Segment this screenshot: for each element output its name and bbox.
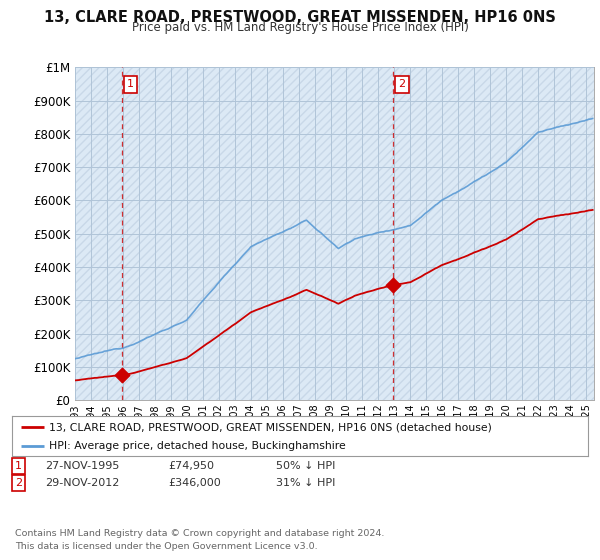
Text: Price paid vs. HM Land Registry's House Price Index (HPI): Price paid vs. HM Land Registry's House …	[131, 21, 469, 34]
Text: Contains HM Land Registry data © Crown copyright and database right 2024.
This d: Contains HM Land Registry data © Crown c…	[15, 529, 385, 550]
Text: 13, CLARE ROAD, PRESTWOOD, GREAT MISSENDEN, HP16 0NS (detached house): 13, CLARE ROAD, PRESTWOOD, GREAT MISSEND…	[49, 422, 493, 432]
Text: 2: 2	[15, 478, 22, 488]
Text: 27-NOV-1995: 27-NOV-1995	[45, 461, 119, 471]
Text: HPI: Average price, detached house, Buckinghamshire: HPI: Average price, detached house, Buck…	[49, 441, 346, 451]
Text: 1: 1	[127, 79, 134, 89]
Text: £74,950: £74,950	[168, 461, 214, 471]
Text: 29-NOV-2012: 29-NOV-2012	[45, 478, 119, 488]
Text: 31% ↓ HPI: 31% ↓ HPI	[276, 478, 335, 488]
Text: 2: 2	[398, 79, 406, 89]
Point	[388, 281, 398, 290]
Text: 13, CLARE ROAD, PRESTWOOD, GREAT MISSENDEN, HP16 0NS: 13, CLARE ROAD, PRESTWOOD, GREAT MISSEND…	[44, 10, 556, 25]
Text: £346,000: £346,000	[168, 478, 221, 488]
Point	[117, 371, 127, 380]
Text: 1: 1	[15, 461, 22, 471]
Text: 50% ↓ HPI: 50% ↓ HPI	[276, 461, 335, 471]
